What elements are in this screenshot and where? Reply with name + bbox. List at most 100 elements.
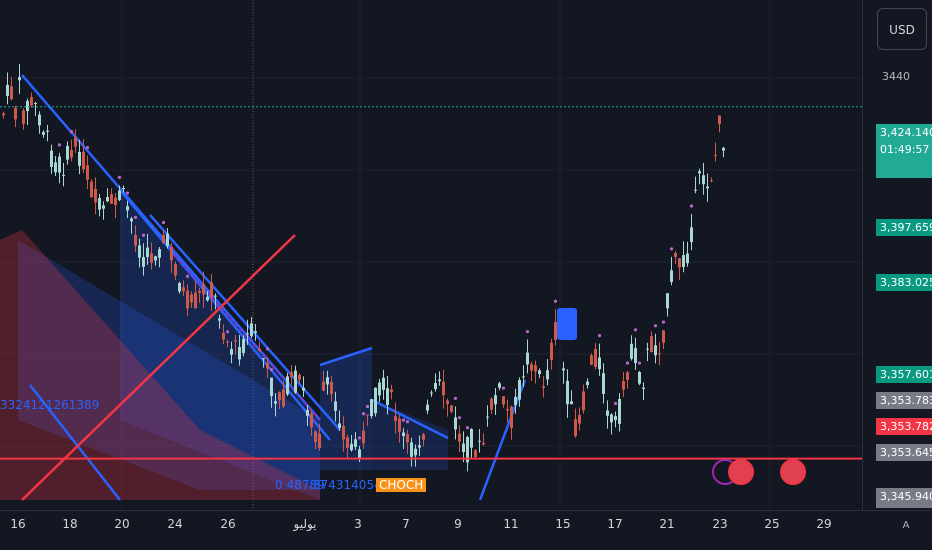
candle-body	[210, 282, 213, 298]
time-axis[interactable]	[0, 510, 932, 550]
signal-dot	[401, 418, 406, 422]
candle-body	[58, 156, 61, 173]
auto-scale-button[interactable]: A	[902, 520, 910, 531]
candle-body	[190, 294, 193, 303]
signal-dot	[625, 361, 630, 365]
candle-body	[346, 437, 349, 448]
candle-body	[178, 282, 181, 292]
candle-body	[2, 113, 5, 116]
us-flag-event-icon-2[interactable]	[780, 459, 806, 485]
candle-body	[330, 381, 333, 395]
signal-dot	[185, 274, 190, 278]
candle-body	[506, 409, 509, 411]
candle-body	[454, 417, 457, 430]
channel-zone-red-1	[0, 230, 320, 500]
candle-body	[246, 333, 249, 335]
candle-body	[170, 247, 173, 261]
candle-body	[94, 188, 97, 203]
candle-body	[46, 130, 49, 132]
candle-body	[138, 245, 141, 258]
candle-body	[718, 115, 721, 125]
trend-line-red	[21, 234, 296, 501]
candle-body	[194, 292, 197, 309]
candle-body	[546, 370, 549, 380]
candle-body	[434, 383, 437, 390]
x-tick-3: 3	[354, 517, 362, 531]
signal-dot	[269, 367, 274, 372]
channel-zone-blue-1	[18, 75, 320, 490]
signal-dot	[637, 361, 642, 365]
candle-body	[690, 227, 693, 243]
price-label-5: 3,353.783	[876, 392, 932, 409]
chart-canvas[interactable]	[0, 0, 862, 510]
candle-body	[386, 388, 389, 406]
x-tick-26: 26	[220, 517, 236, 531]
candle-body	[358, 449, 361, 459]
candle-body	[258, 348, 261, 351]
signal-dot	[553, 299, 558, 303]
candle-body	[306, 410, 309, 416]
signal-dot	[265, 347, 270, 351]
signal-dot	[669, 247, 674, 251]
candle-body	[298, 374, 301, 380]
candle-body	[710, 180, 713, 182]
price-label-8: 3,345.940	[876, 488, 932, 508]
signal-dot	[453, 396, 458, 400]
candle-body	[406, 434, 409, 443]
x-tick-7: 7	[402, 517, 410, 531]
drawing-label-3: 374314054	[313, 478, 382, 492]
candle-body	[98, 198, 101, 210]
candle-body	[566, 380, 569, 405]
candle-body	[230, 349, 233, 355]
candle-body	[254, 331, 257, 333]
candle-body	[18, 77, 21, 81]
signal-dot	[357, 436, 362, 440]
candle-body	[490, 398, 493, 410]
candle-body	[42, 132, 45, 135]
candle-body	[402, 432, 405, 437]
candle-body	[590, 355, 593, 365]
currency-button[interactable]: USD	[877, 8, 927, 50]
candle-body	[578, 414, 581, 424]
us-flag-event-icon[interactable]	[728, 459, 754, 485]
candle-body	[50, 150, 53, 167]
candle-body	[698, 171, 701, 174]
candle-body	[326, 377, 329, 385]
candle-body	[270, 377, 273, 397]
signal-dot	[133, 215, 138, 219]
candle-body	[234, 340, 237, 342]
signal-dot	[125, 191, 130, 195]
x-tick-23: 23	[712, 517, 728, 531]
candle-body	[694, 189, 697, 191]
candle-body	[486, 416, 489, 418]
candle-body	[278, 392, 281, 401]
x-tick-9: 9	[454, 517, 462, 531]
signal-dot	[525, 329, 530, 334]
candle-body	[602, 373, 605, 394]
x-tick-18: 18	[62, 517, 78, 531]
x-tick-24: 24	[167, 517, 183, 531]
candle-body	[674, 252, 677, 257]
x-tick-17: 17	[607, 517, 623, 531]
candle-body	[614, 416, 617, 421]
chart-plot-area[interactable]: 3324121261389 0.48789 374314054 CHOCH	[0, 0, 862, 510]
candle-body	[554, 322, 557, 340]
candle-body	[250, 323, 253, 337]
candle-body	[582, 391, 585, 411]
candle-body	[598, 357, 601, 370]
candle-body	[154, 256, 157, 261]
candle-body	[338, 423, 341, 428]
candle-body	[186, 290, 189, 309]
candle-body	[382, 377, 385, 390]
candle-body	[670, 270, 673, 282]
signal-dot	[85, 145, 90, 150]
signal-dot	[161, 220, 166, 225]
candle-body	[650, 336, 653, 353]
candle-body	[30, 97, 33, 106]
candle-body	[222, 332, 225, 340]
price-label-4: 3,357.601	[876, 366, 932, 383]
channel-line-2	[119, 189, 331, 441]
candle-body	[370, 399, 373, 417]
candle-body	[706, 186, 709, 189]
x-tick-15: 15	[555, 517, 571, 531]
